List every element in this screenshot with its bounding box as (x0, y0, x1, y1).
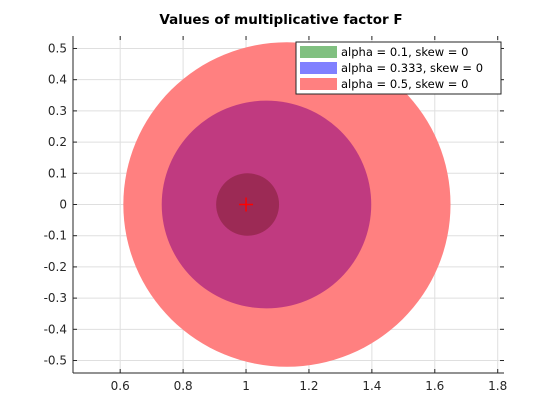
x-tick-label: 0.8 (174, 379, 193, 393)
chart-title: Values of multiplicative factor F (159, 12, 402, 28)
y-tick-label: -0.1 (44, 229, 67, 243)
y-tick-label: -0.3 (44, 291, 67, 305)
x-tick-label: 0.6 (111, 379, 130, 393)
legend-swatch (300, 78, 337, 90)
plot-area: 0.6 0.8 1 1.2 1.4 1.6 1.8 -0.5 -0.4 -0.3 -0.2 -0.1 0… (44, 36, 507, 393)
x-tick-label: 1.8 (488, 379, 507, 393)
x-tick-label: 1 (242, 379, 250, 393)
y-tick-label: -0.2 (44, 260, 67, 274)
legend-label: alpha = 0.333, skew = 0 (341, 61, 483, 75)
y-tick-label: 0.4 (48, 73, 67, 87)
y-tick-label: 0.2 (48, 135, 67, 149)
legend-swatch (300, 46, 337, 58)
legend-label: alpha = 0.1, skew = 0 (341, 45, 468, 59)
legend-label: alpha = 0.5, skew = 0 (341, 77, 468, 91)
x-tick-label: 1.2 (299, 379, 318, 393)
x-tick-label: 1.4 (362, 379, 381, 393)
legend: alpha = 0.1, skew = 0 alpha = 0.333, skew… (295, 41, 502, 95)
y-tick-label: 0.5 (48, 41, 67, 55)
x-tick-label: 1.6 (425, 379, 444, 393)
y-tick-label: 0 (59, 198, 67, 212)
center-marker (239, 197, 254, 212)
legend-swatch (300, 62, 337, 74)
y-tick-label: 0.3 (48, 104, 67, 118)
y-tick-label: -0.5 (44, 354, 67, 368)
y-tick-label: 0.1 (48, 166, 67, 180)
y-tick-label: -0.4 (44, 322, 67, 336)
